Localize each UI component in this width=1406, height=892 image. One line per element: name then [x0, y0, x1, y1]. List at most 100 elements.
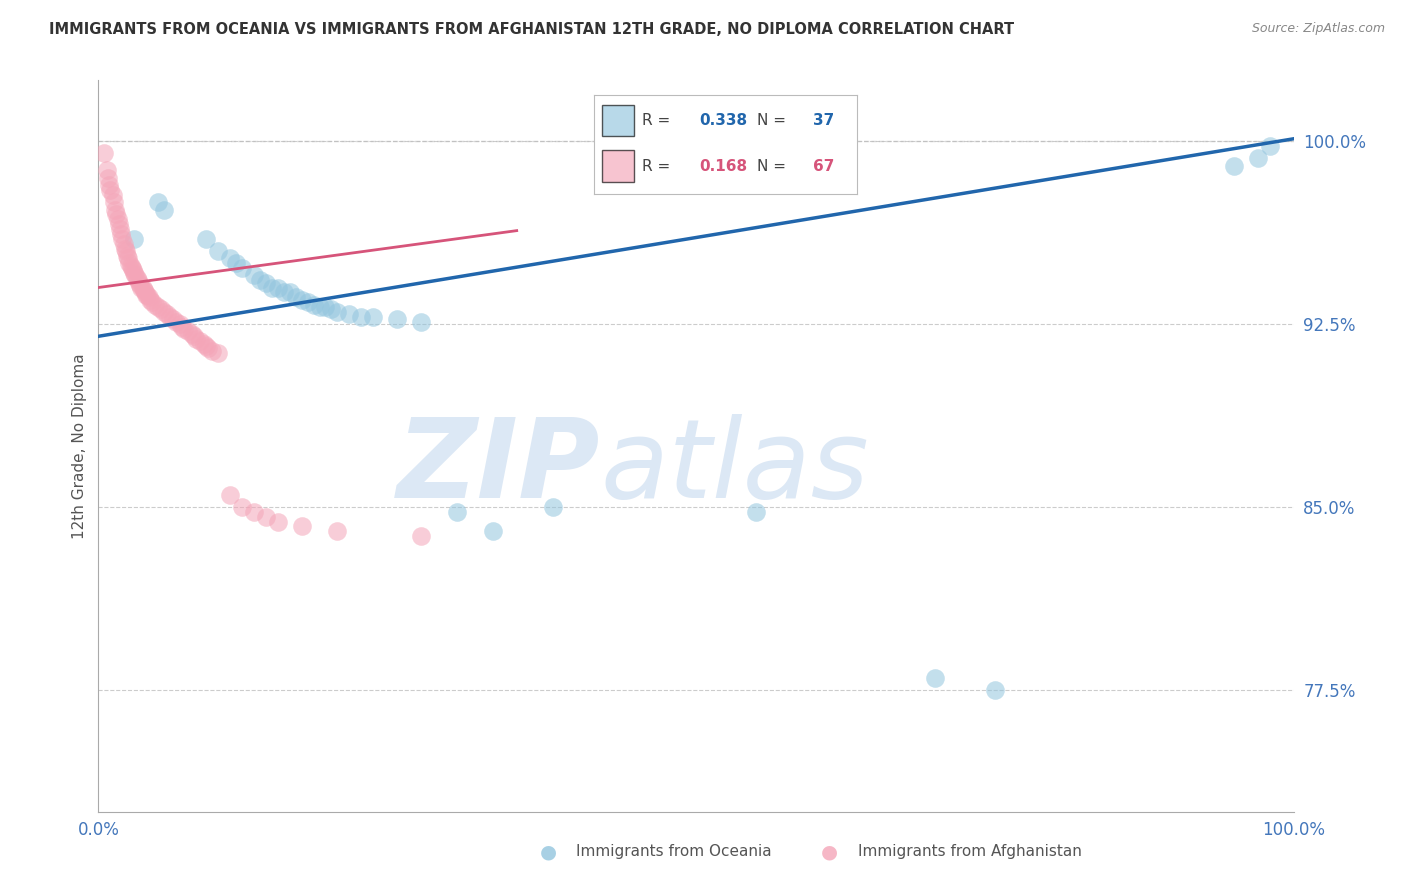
- Point: [112, 236, 135, 251]
- Point: [219, 488, 242, 502]
- Point: [172, 319, 194, 334]
- Point: [127, 273, 149, 287]
- Point: [745, 505, 768, 519]
- Point: [124, 266, 146, 280]
- Point: [541, 500, 564, 514]
- Point: [350, 310, 373, 324]
- Point: [155, 307, 177, 321]
- Point: [131, 280, 153, 294]
- Point: [103, 195, 125, 210]
- Point: [115, 244, 138, 258]
- Point: [1223, 159, 1246, 173]
- Point: [108, 222, 131, 236]
- Point: [273, 285, 295, 300]
- Point: [117, 252, 139, 266]
- Point: [481, 524, 505, 539]
- Point: [243, 505, 266, 519]
- Point: [97, 170, 120, 185]
- Point: [291, 293, 314, 307]
- Point: [1258, 139, 1281, 153]
- Point: [129, 278, 152, 293]
- Point: [124, 268, 146, 283]
- Point: [111, 232, 134, 246]
- Text: Source: ZipAtlas.com: Source: ZipAtlas.com: [1251, 22, 1385, 36]
- Text: ●: ●: [821, 842, 838, 862]
- Point: [363, 310, 385, 324]
- Point: [149, 302, 172, 317]
- Point: [121, 260, 143, 275]
- Point: [339, 307, 361, 321]
- Text: atlas: atlas: [600, 415, 869, 522]
- Point: [411, 315, 433, 329]
- Point: [291, 519, 314, 533]
- Point: [297, 295, 319, 310]
- Point: [122, 263, 145, 277]
- Point: [124, 232, 146, 246]
- Point: [177, 325, 200, 339]
- Point: [186, 332, 208, 346]
- Point: [1247, 151, 1270, 165]
- Point: [118, 256, 141, 270]
- Text: Immigrants from Afghanistan: Immigrants from Afghanistan: [858, 845, 1081, 859]
- Point: [267, 515, 290, 529]
- Point: [153, 202, 176, 217]
- Point: [141, 295, 163, 310]
- Point: [143, 297, 166, 311]
- Point: [136, 288, 159, 302]
- Point: [183, 329, 205, 343]
- Point: [302, 297, 325, 311]
- Text: ●: ●: [540, 842, 557, 862]
- Point: [197, 342, 219, 356]
- Point: [308, 300, 330, 314]
- Point: [195, 232, 218, 246]
- Point: [278, 285, 301, 300]
- Point: [326, 305, 349, 319]
- Point: [120, 259, 142, 273]
- Point: [162, 312, 184, 326]
- Point: [101, 187, 124, 202]
- Point: [139, 293, 162, 307]
- Point: [115, 249, 138, 263]
- Point: [104, 202, 127, 217]
- Point: [148, 300, 170, 314]
- Text: ZIP: ZIP: [396, 415, 600, 522]
- Point: [110, 227, 132, 241]
- Point: [254, 509, 277, 524]
- Point: [207, 346, 229, 360]
- Point: [128, 276, 150, 290]
- Point: [96, 163, 118, 178]
- Point: [105, 207, 128, 221]
- Point: [98, 183, 122, 197]
- Point: [132, 283, 155, 297]
- Point: [321, 302, 343, 317]
- Point: [924, 671, 946, 685]
- Point: [125, 270, 148, 285]
- Point: [148, 195, 170, 210]
- Y-axis label: 12th Grade, No Diploma: 12th Grade, No Diploma: [72, 353, 87, 539]
- Point: [254, 276, 277, 290]
- Point: [159, 310, 181, 324]
- Point: [135, 288, 157, 302]
- Point: [107, 217, 129, 231]
- Point: [138, 290, 160, 304]
- Point: [188, 334, 211, 348]
- Point: [93, 146, 115, 161]
- Point: [385, 312, 409, 326]
- Point: [201, 343, 224, 358]
- Point: [231, 260, 253, 275]
- Point: [267, 280, 290, 294]
- Point: [193, 336, 215, 351]
- Point: [249, 273, 271, 287]
- Text: IMMIGRANTS FROM OCEANIA VS IMMIGRANTS FROM AFGHANISTAN 12TH GRADE, NO DIPLOMA CO: IMMIGRANTS FROM OCEANIA VS IMMIGRANTS FR…: [49, 22, 1014, 37]
- Point: [446, 505, 468, 519]
- Point: [315, 300, 337, 314]
- Point: [411, 529, 433, 543]
- Point: [98, 178, 121, 193]
- Point: [131, 280, 153, 294]
- Point: [180, 326, 202, 341]
- Point: [207, 244, 229, 258]
- Point: [153, 305, 176, 319]
- Point: [243, 268, 266, 283]
- Point: [231, 500, 253, 514]
- Point: [114, 242, 136, 256]
